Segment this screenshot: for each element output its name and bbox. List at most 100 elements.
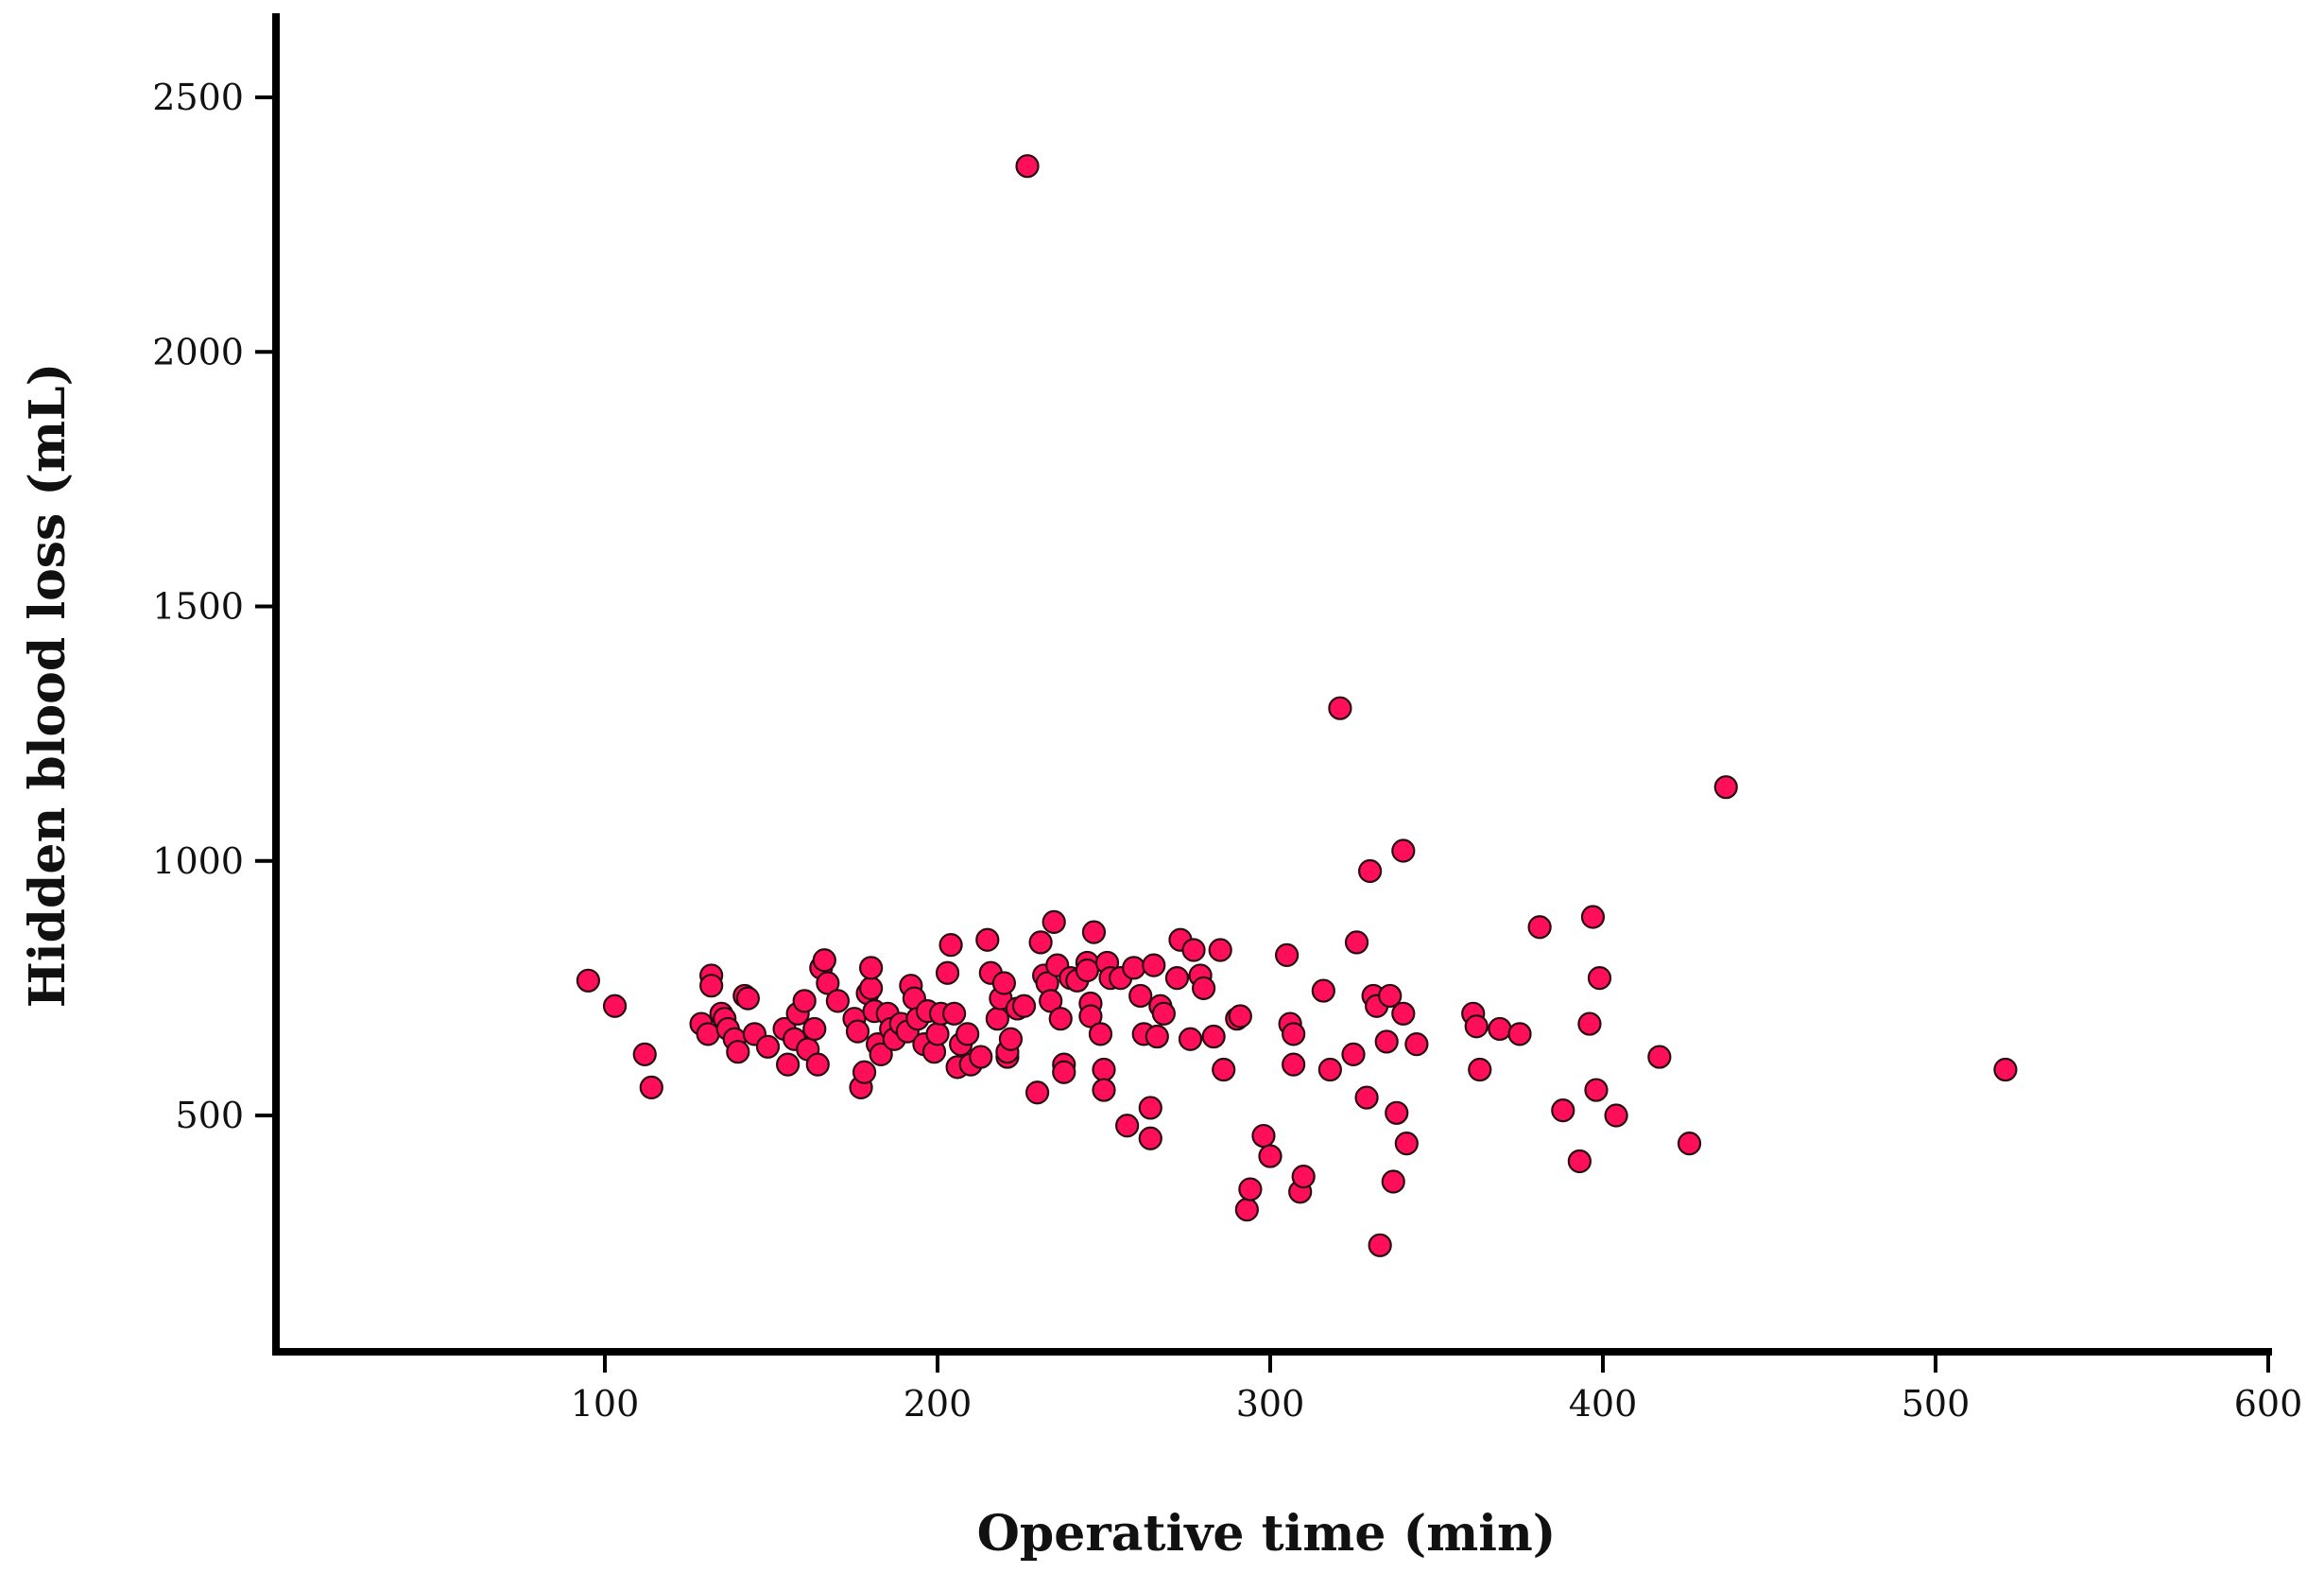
data-point — [1282, 1052, 1306, 1077]
data-point — [1274, 942, 1300, 967]
data-point — [1394, 1132, 1419, 1156]
data-point — [1527, 915, 1552, 940]
data-point — [1385, 1100, 1409, 1125]
data-point — [1201, 1024, 1226, 1049]
data-point — [985, 1007, 1009, 1031]
data-point — [755, 1034, 781, 1059]
data-point — [1234, 1198, 1259, 1222]
data-point — [1378, 983, 1403, 1009]
data-point — [1028, 930, 1053, 955]
data-point — [991, 971, 1017, 995]
data-point — [1604, 1103, 1628, 1128]
y-tick-label: 1500 — [152, 586, 244, 628]
data-point — [1341, 1042, 1366, 1066]
data-point — [1584, 1078, 1609, 1102]
data-point — [1282, 1022, 1306, 1046]
data-point — [845, 1019, 870, 1044]
y-tick-label: 2500 — [152, 77, 244, 118]
data-point — [1354, 1085, 1379, 1110]
data-point — [805, 1052, 830, 1077]
data-point — [1075, 958, 1100, 983]
data-points — [576, 154, 2018, 1257]
data-point — [1328, 696, 1352, 720]
data-point — [802, 1016, 827, 1042]
data-point — [1138, 1096, 1162, 1120]
data-point — [1251, 1123, 1276, 1149]
x-axis-ticks: 100 200 300 400 500 600 — [571, 1352, 2303, 1425]
data-point — [1317, 1057, 1342, 1082]
data-point — [998, 1027, 1024, 1051]
data-point — [775, 1052, 800, 1077]
data-point — [1041, 909, 1066, 934]
data-point — [1138, 1126, 1162, 1150]
data-point — [1391, 838, 1416, 863]
x-tick-label: 600 — [2234, 1383, 2303, 1425]
data-point — [792, 989, 817, 1013]
data-point — [1374, 1029, 1399, 1054]
data-point — [1713, 775, 1738, 800]
data-point — [1577, 1011, 1602, 1036]
data-point — [941, 1001, 967, 1026]
y-tick-label: 500 — [175, 1095, 244, 1136]
data-point — [812, 948, 836, 973]
data-point — [1181, 938, 1206, 962]
data-point — [1122, 956, 1146, 980]
data-point — [816, 971, 840, 995]
data-point — [639, 1075, 663, 1099]
data-point — [1587, 966, 1612, 991]
data-point — [1507, 1022, 1532, 1046]
data-point — [1357, 858, 1383, 884]
data-point — [1151, 1001, 1176, 1026]
data-point — [1291, 1165, 1316, 1189]
data-point — [975, 927, 1000, 952]
data-point — [825, 989, 851, 1013]
data-point — [1311, 978, 1335, 1003]
data-point — [1088, 1022, 1113, 1046]
data-point — [1344, 930, 1369, 955]
data-point — [1258, 1144, 1283, 1168]
data-point — [1011, 994, 1037, 1018]
data-point — [1078, 1004, 1103, 1028]
x-tick-label: 500 — [1902, 1383, 1971, 1425]
data-point — [1164, 966, 1190, 991]
y-tick-label: 1000 — [152, 840, 244, 882]
data-point — [1647, 1045, 1672, 1069]
data-point — [935, 960, 960, 985]
data-point — [576, 968, 601, 993]
data-point — [938, 933, 963, 958]
x-axis-title: Operative time (min) — [977, 1505, 1557, 1563]
data-point — [1145, 1024, 1169, 1049]
data-point — [1212, 1057, 1236, 1082]
data-point — [1468, 1057, 1492, 1082]
data-point — [1142, 953, 1166, 977]
data-point — [1039, 989, 1063, 1013]
data-point — [1178, 1027, 1203, 1051]
data-point — [1551, 1098, 1575, 1123]
data-point — [699, 974, 724, 998]
data-point — [1015, 154, 1040, 179]
data-point — [1404, 1032, 1429, 1057]
x-tick-label: 200 — [904, 1383, 973, 1425]
data-point — [955, 1022, 980, 1046]
data-point — [1391, 1001, 1416, 1026]
x-tick-label: 400 — [1569, 1383, 1638, 1425]
data-point — [1092, 1057, 1116, 1082]
data-point — [1580, 905, 1606, 929]
data-point — [1464, 1014, 1489, 1039]
data-point — [726, 1040, 750, 1064]
data-point — [735, 986, 760, 1011]
x-tick-label: 300 — [1236, 1383, 1305, 1425]
data-point — [925, 1022, 950, 1046]
data-point — [1115, 1114, 1140, 1138]
data-point — [1024, 1080, 1050, 1105]
data-point — [1228, 1004, 1252, 1028]
data-point — [1993, 1057, 2018, 1082]
x-tick-label: 100 — [571, 1383, 640, 1425]
data-point — [1191, 976, 1216, 1000]
y-axis-ticks: 500 1000 1500 2000 2500 — [152, 77, 276, 1136]
data-point — [1208, 938, 1232, 962]
data-point — [858, 976, 884, 1000]
data-point — [1092, 1078, 1116, 1102]
data-point — [1052, 1060, 1076, 1084]
